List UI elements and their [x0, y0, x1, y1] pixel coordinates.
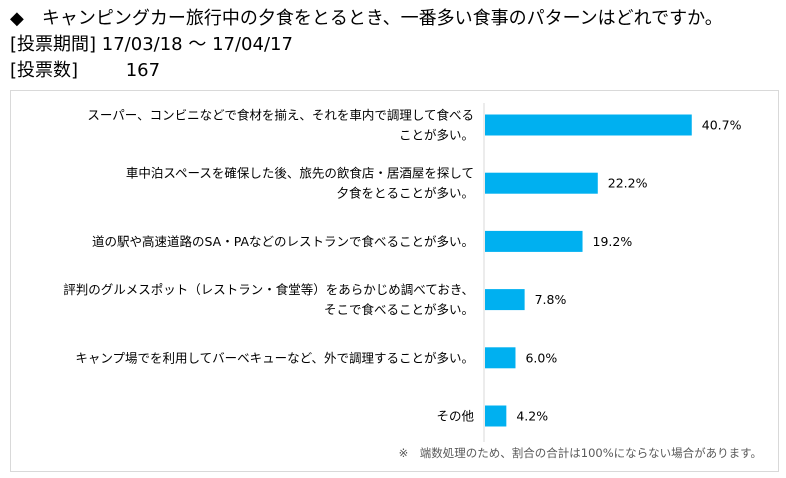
category-label-1-line-1: スーパー、コンビニなどで食材を揃え、それを車内で調理して食べる — [87, 108, 474, 123]
category-label-2-line-1: 車中泊スペースを確保した後、旅先の飲食店・居酒屋を探して — [126, 166, 474, 181]
bar-1 — [485, 114, 692, 136]
poll-period: [投票期間] 17/03/18 ～ 17/04/17 — [10, 32, 723, 58]
vote-count: [投票数] 167 — [10, 58, 723, 84]
vote-count-value: 167 — [125, 60, 161, 81]
value-label-5: 6.0% — [525, 350, 557, 365]
bar-6 — [485, 405, 507, 427]
value-label-4: 7.8% — [535, 292, 567, 307]
bar-5 — [485, 347, 516, 369]
value-label-6: 4.2% — [516, 409, 548, 424]
bar-chart: 40.7% スーパー、コンビニなどで食材を揃え、それを車内で調理して食べることが多… — [63, 103, 742, 442]
chart-frame: 40.7% スーパー、コンビニなどで食材を揃え、それを車内で調理して食べることが多… — [10, 90, 779, 472]
value-label-1: 40.7% — [702, 118, 742, 133]
category-label-1-line-2: ことが多い。 — [399, 128, 474, 143]
category-label-3-line-1: 道の駅や高速道路のSA・PAなどのレストランで食べることが多い。 — [92, 234, 474, 249]
category-label-5-line-1: キャンプ場でを利用してバーベキューなど、外で調理することが多い。 — [75, 350, 474, 365]
category-label-4-line-2: そこで食べることが多い。 — [324, 302, 474, 317]
bar-2 — [485, 172, 598, 194]
footnote: ※ 端数処理のため、割合の合計は100%にならない場合があります。 — [398, 446, 762, 460]
vote-count-label: [投票数] — [10, 60, 79, 81]
category-label-2-line-2: 夕食をとることが多い。 — [336, 186, 474, 201]
bar-4 — [485, 289, 525, 311]
value-label-3: 19.2% — [593, 234, 633, 249]
poll-period-value: 17/03/18 ～ 17/04/17 — [101, 34, 293, 55]
category-label-6-line-1: その他 — [436, 409, 474, 424]
bar-3 — [485, 230, 583, 252]
poll-period-label: [投票期間] — [10, 34, 97, 55]
value-label-2: 22.2% — [608, 176, 648, 191]
chart-header: ◆ キャンピングカー旅行中の夕食をとるとき、一番多い食事のパターンはどれですか。… — [10, 6, 723, 84]
category-label-4-line-1: 評判のグルメスポット（レストラン・食堂等）をあらかじめ調べておき、 — [63, 282, 474, 297]
question-title: ◆ キャンピングカー旅行中の夕食をとるとき、一番多い食事のパターンはどれですか。 — [10, 8, 723, 29]
